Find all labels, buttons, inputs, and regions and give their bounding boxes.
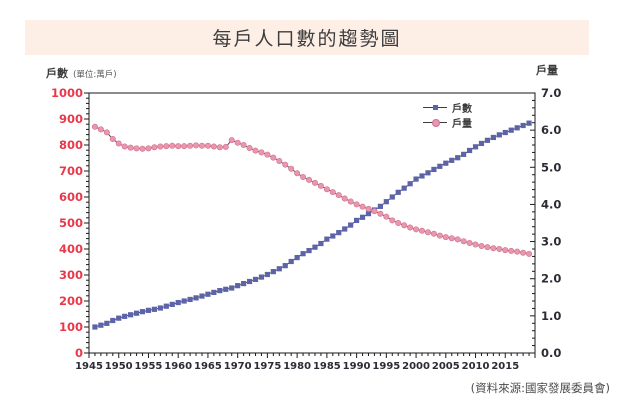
svg-text:1995: 1995 — [372, 361, 400, 372]
series-households — [92, 120, 532, 330]
svg-text:2010: 2010 — [462, 361, 490, 372]
y-left-axis-unit: (單位:萬戶) — [73, 70, 117, 80]
legend-label-households: 戶數 — [452, 103, 472, 115]
svg-text:800: 800 — [59, 138, 83, 152]
svg-text:2000: 2000 — [402, 361, 430, 372]
y-right-axis: 0.0 1.0 2.0 3.0 4.0 5.0 6.0 7.0 — [530, 86, 561, 360]
households-series-marker-icon — [423, 103, 447, 112]
svg-text:900: 900 — [59, 112, 83, 126]
x-axis: 1945 1950 1955 1960 1965 1970 1975 1980 1985 1990… — [75, 353, 536, 372]
svg-text:1000: 1000 — [51, 86, 83, 100]
legend-item-households: 戶數 — [423, 101, 472, 115]
y-left-axis: 0 100 200 300 400 500 600 700 800 900 1000 — [51, 86, 89, 360]
svg-text:5.0: 5.0 — [541, 160, 561, 174]
svg-text:1970: 1970 — [224, 361, 252, 372]
svg-text:0.0: 0.0 — [541, 346, 561, 360]
svg-text:1985: 1985 — [313, 361, 341, 372]
svg-text:2005: 2005 — [432, 361, 460, 372]
svg-text:1960: 1960 — [164, 361, 192, 372]
svg-text:1945: 1945 — [75, 361, 103, 372]
svg-text:1980: 1980 — [283, 361, 311, 372]
svg-text:6.0: 6.0 — [541, 123, 561, 137]
svg-text:4.0: 4.0 — [541, 197, 561, 211]
svg-text:1965: 1965 — [194, 361, 222, 372]
svg-text:1950: 1950 — [105, 361, 133, 372]
chart-title-banner: 每戶人口數的趨勢圖 — [25, 20, 589, 55]
household-size-series-marker-icon — [423, 118, 447, 127]
legend-item-household-size: 戶量 — [423, 116, 472, 130]
svg-text:2.0: 2.0 — [541, 272, 561, 286]
svg-text:7.0: 7.0 — [541, 86, 561, 100]
svg-text:3.0: 3.0 — [541, 235, 561, 249]
y-left-axis-title: 戶數 (單位:萬戶) — [46, 62, 117, 81]
svg-text:200: 200 — [59, 294, 83, 308]
svg-text:600: 600 — [59, 190, 83, 204]
svg-text:300: 300 — [59, 268, 83, 282]
svg-text:500: 500 — [59, 216, 83, 230]
svg-text:2015: 2015 — [491, 361, 519, 372]
svg-text:1975: 1975 — [253, 361, 281, 372]
data-source-note: (資料來源:國家發展委員會) — [470, 381, 610, 395]
y-left-axis-label: 戶數 — [46, 67, 68, 80]
svg-text:1955: 1955 — [135, 361, 163, 372]
svg-text:1990: 1990 — [343, 361, 371, 372]
svg-text:700: 700 — [59, 164, 83, 178]
svg-text:100: 100 — [59, 320, 83, 334]
series-household-size — [91, 123, 533, 257]
legend-label-household-size: 戶量 — [452, 118, 472, 130]
page-title: 每戶人口數的趨勢圖 — [212, 28, 402, 50]
plot-frame — [88, 92, 536, 354]
svg-text:0: 0 — [75, 346, 83, 360]
svg-text:400: 400 — [59, 242, 83, 256]
chart-legend: 戶數 戶量 — [423, 101, 472, 130]
svg-text:1.0: 1.0 — [541, 309, 561, 323]
y-right-axis-title: 戶量 — [536, 64, 558, 77]
